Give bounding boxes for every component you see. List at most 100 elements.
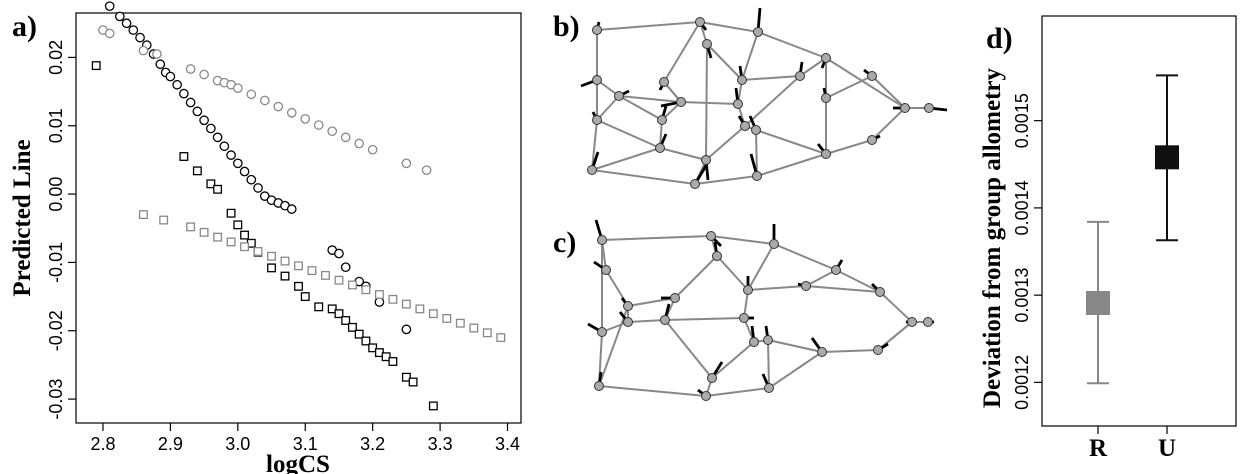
data-point xyxy=(388,294,398,304)
landmark-point xyxy=(752,171,762,181)
landmark-point xyxy=(739,313,749,323)
data-point xyxy=(280,256,290,266)
landmark-edge xyxy=(591,169,696,185)
data-point xyxy=(185,97,196,108)
landmark-edge xyxy=(741,75,801,81)
landmark-point xyxy=(592,25,602,35)
data-point xyxy=(206,179,216,189)
landmark-point xyxy=(594,381,604,391)
data-point xyxy=(340,132,351,143)
data-point xyxy=(159,215,169,225)
landmark-point xyxy=(749,337,759,347)
landmark-point xyxy=(597,327,607,337)
category-label-R: R xyxy=(1089,435,1108,462)
landmark-edge xyxy=(879,291,913,323)
data-point xyxy=(91,61,101,71)
landmark-edge xyxy=(711,341,755,379)
landmark-edge xyxy=(755,129,827,155)
x-axis-title-a: logCS xyxy=(266,451,330,474)
data-point xyxy=(185,64,196,74)
landmark-point xyxy=(900,103,910,113)
landmark-point xyxy=(817,347,827,357)
landmark-point xyxy=(614,91,624,101)
landmark-point xyxy=(701,155,711,165)
landmark-point xyxy=(695,17,705,27)
landmark-edge xyxy=(627,319,666,323)
landmark-point xyxy=(873,345,883,355)
landmark-point xyxy=(707,373,717,383)
landmark-edge xyxy=(694,175,758,185)
category-label-U: U xyxy=(1158,435,1176,462)
data-point xyxy=(286,107,297,118)
data-point xyxy=(253,247,263,256)
scatter-points-a xyxy=(91,1,506,411)
landmark-edge xyxy=(825,139,873,155)
landmark-point xyxy=(769,239,779,249)
data-point xyxy=(401,299,411,309)
data-point xyxy=(199,69,209,80)
landmark-point xyxy=(907,317,917,327)
data-point xyxy=(408,377,418,387)
landmark-point xyxy=(701,391,711,401)
landmark-point xyxy=(655,143,665,153)
data-point xyxy=(401,158,412,169)
x-tick-label-a: 3.1 xyxy=(293,434,318,454)
landmark-point xyxy=(597,235,607,245)
y-axis-d: 0.0012 0.0013 0.0014 0.0015 xyxy=(1012,93,1042,410)
panel-label-c: c) xyxy=(553,226,576,259)
data-point xyxy=(368,343,378,353)
landmark-point xyxy=(670,293,680,303)
data-point xyxy=(267,251,276,261)
landmark-point xyxy=(743,285,753,295)
data-point xyxy=(114,11,125,22)
data-point xyxy=(374,297,385,307)
data-point xyxy=(233,220,243,230)
landmark-point xyxy=(601,265,611,275)
data-point xyxy=(280,271,290,281)
y-tick-label-d: 0.0015 xyxy=(1012,93,1032,148)
landmark-point xyxy=(801,281,811,291)
y-tick-label-a: 0.00 xyxy=(46,177,66,212)
data-point xyxy=(226,208,236,218)
landmark-edge xyxy=(699,21,759,33)
panel-label-d: d) xyxy=(986,22,1013,55)
landmark-edge xyxy=(598,385,707,397)
landmark-edge xyxy=(871,75,906,109)
data-point xyxy=(267,263,276,273)
data-point xyxy=(300,292,310,302)
landmark-edge xyxy=(757,31,827,59)
data-point xyxy=(232,83,243,94)
landmark-edge xyxy=(591,147,661,171)
landmark-edge xyxy=(825,57,906,109)
landmark-point xyxy=(821,53,831,63)
landmark-point xyxy=(587,165,597,175)
landmark-edge xyxy=(618,95,682,103)
landmark-point xyxy=(592,115,602,125)
landmark-edge xyxy=(601,235,712,241)
landmark-edge xyxy=(747,285,807,291)
y-tick-label-d: 0.0014 xyxy=(1012,180,1032,235)
data-point xyxy=(401,324,412,335)
landmark-edge xyxy=(618,95,663,121)
y-axis-title-d: Deviation from group allometry xyxy=(979,68,1006,409)
landmark-edge xyxy=(663,21,701,83)
y-axis-a: 0.02 0.01 0.00 -0.01 -0.02 -0.03 xyxy=(46,40,76,420)
landmark-point xyxy=(737,75,747,85)
x-tick-label-a: 3.0 xyxy=(225,434,250,454)
data-point xyxy=(213,232,223,242)
landmark-diagram-c xyxy=(587,219,934,401)
data-point xyxy=(367,144,378,155)
landmark-edge xyxy=(825,75,873,99)
data-point xyxy=(179,88,189,99)
x-tick-label-a: 3.3 xyxy=(428,434,453,454)
landmark-edge xyxy=(755,129,758,177)
landmark-point xyxy=(623,301,633,311)
data-point xyxy=(273,101,284,112)
y-tick-label-d: 0.0012 xyxy=(1012,355,1032,410)
landmark-edge xyxy=(664,317,745,321)
landmark-edge xyxy=(716,255,749,291)
landmark-edge xyxy=(821,349,879,353)
landmark-edge xyxy=(747,243,775,291)
landmark-edge xyxy=(805,285,881,293)
